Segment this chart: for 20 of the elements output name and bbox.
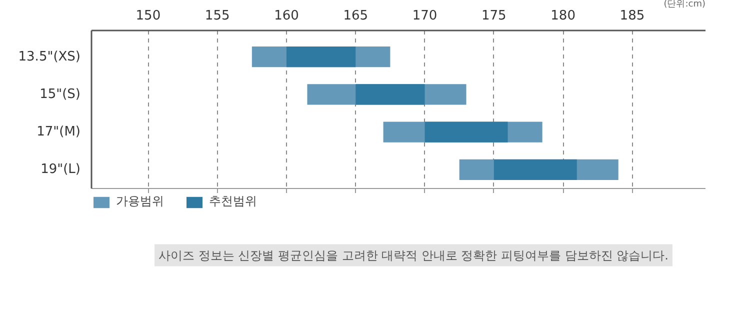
bar <box>356 84 425 105</box>
x-tick-label: 160 <box>274 8 299 24</box>
y-tick-label: 19"(L) <box>40 162 81 178</box>
x-tick-label: 165 <box>343 8 368 24</box>
y-tick-label: 13.5"(XS) <box>18 49 81 64</box>
bar <box>494 159 577 180</box>
text: 사이즈 정보는 신장별 평균인심을 고려한 대략적 안내로 정확한 피팅여부를 담보하진 않습니다. <box>158 248 668 262</box>
x-tick-label: 185 <box>620 8 645 24</box>
text: (단위:cm) <box>664 0 706 10</box>
bar <box>286 46 356 68</box>
legend-label: 추천범위 <box>209 193 257 210</box>
x-tick-label: 150 <box>136 8 161 24</box>
legend-label: 가용범위 <box>116 193 164 210</box>
x-tick-label: 175 <box>482 8 506 24</box>
x-tick-label: 155 <box>204 8 230 24</box>
y-tick-label: 17"(M) <box>36 124 81 140</box>
bar <box>424 122 508 142</box>
y-tick-label: 15"(S) <box>40 86 81 102</box>
x-tick-label: 180 <box>550 8 576 24</box>
x-tick-label: 170 <box>412 8 438 24</box>
